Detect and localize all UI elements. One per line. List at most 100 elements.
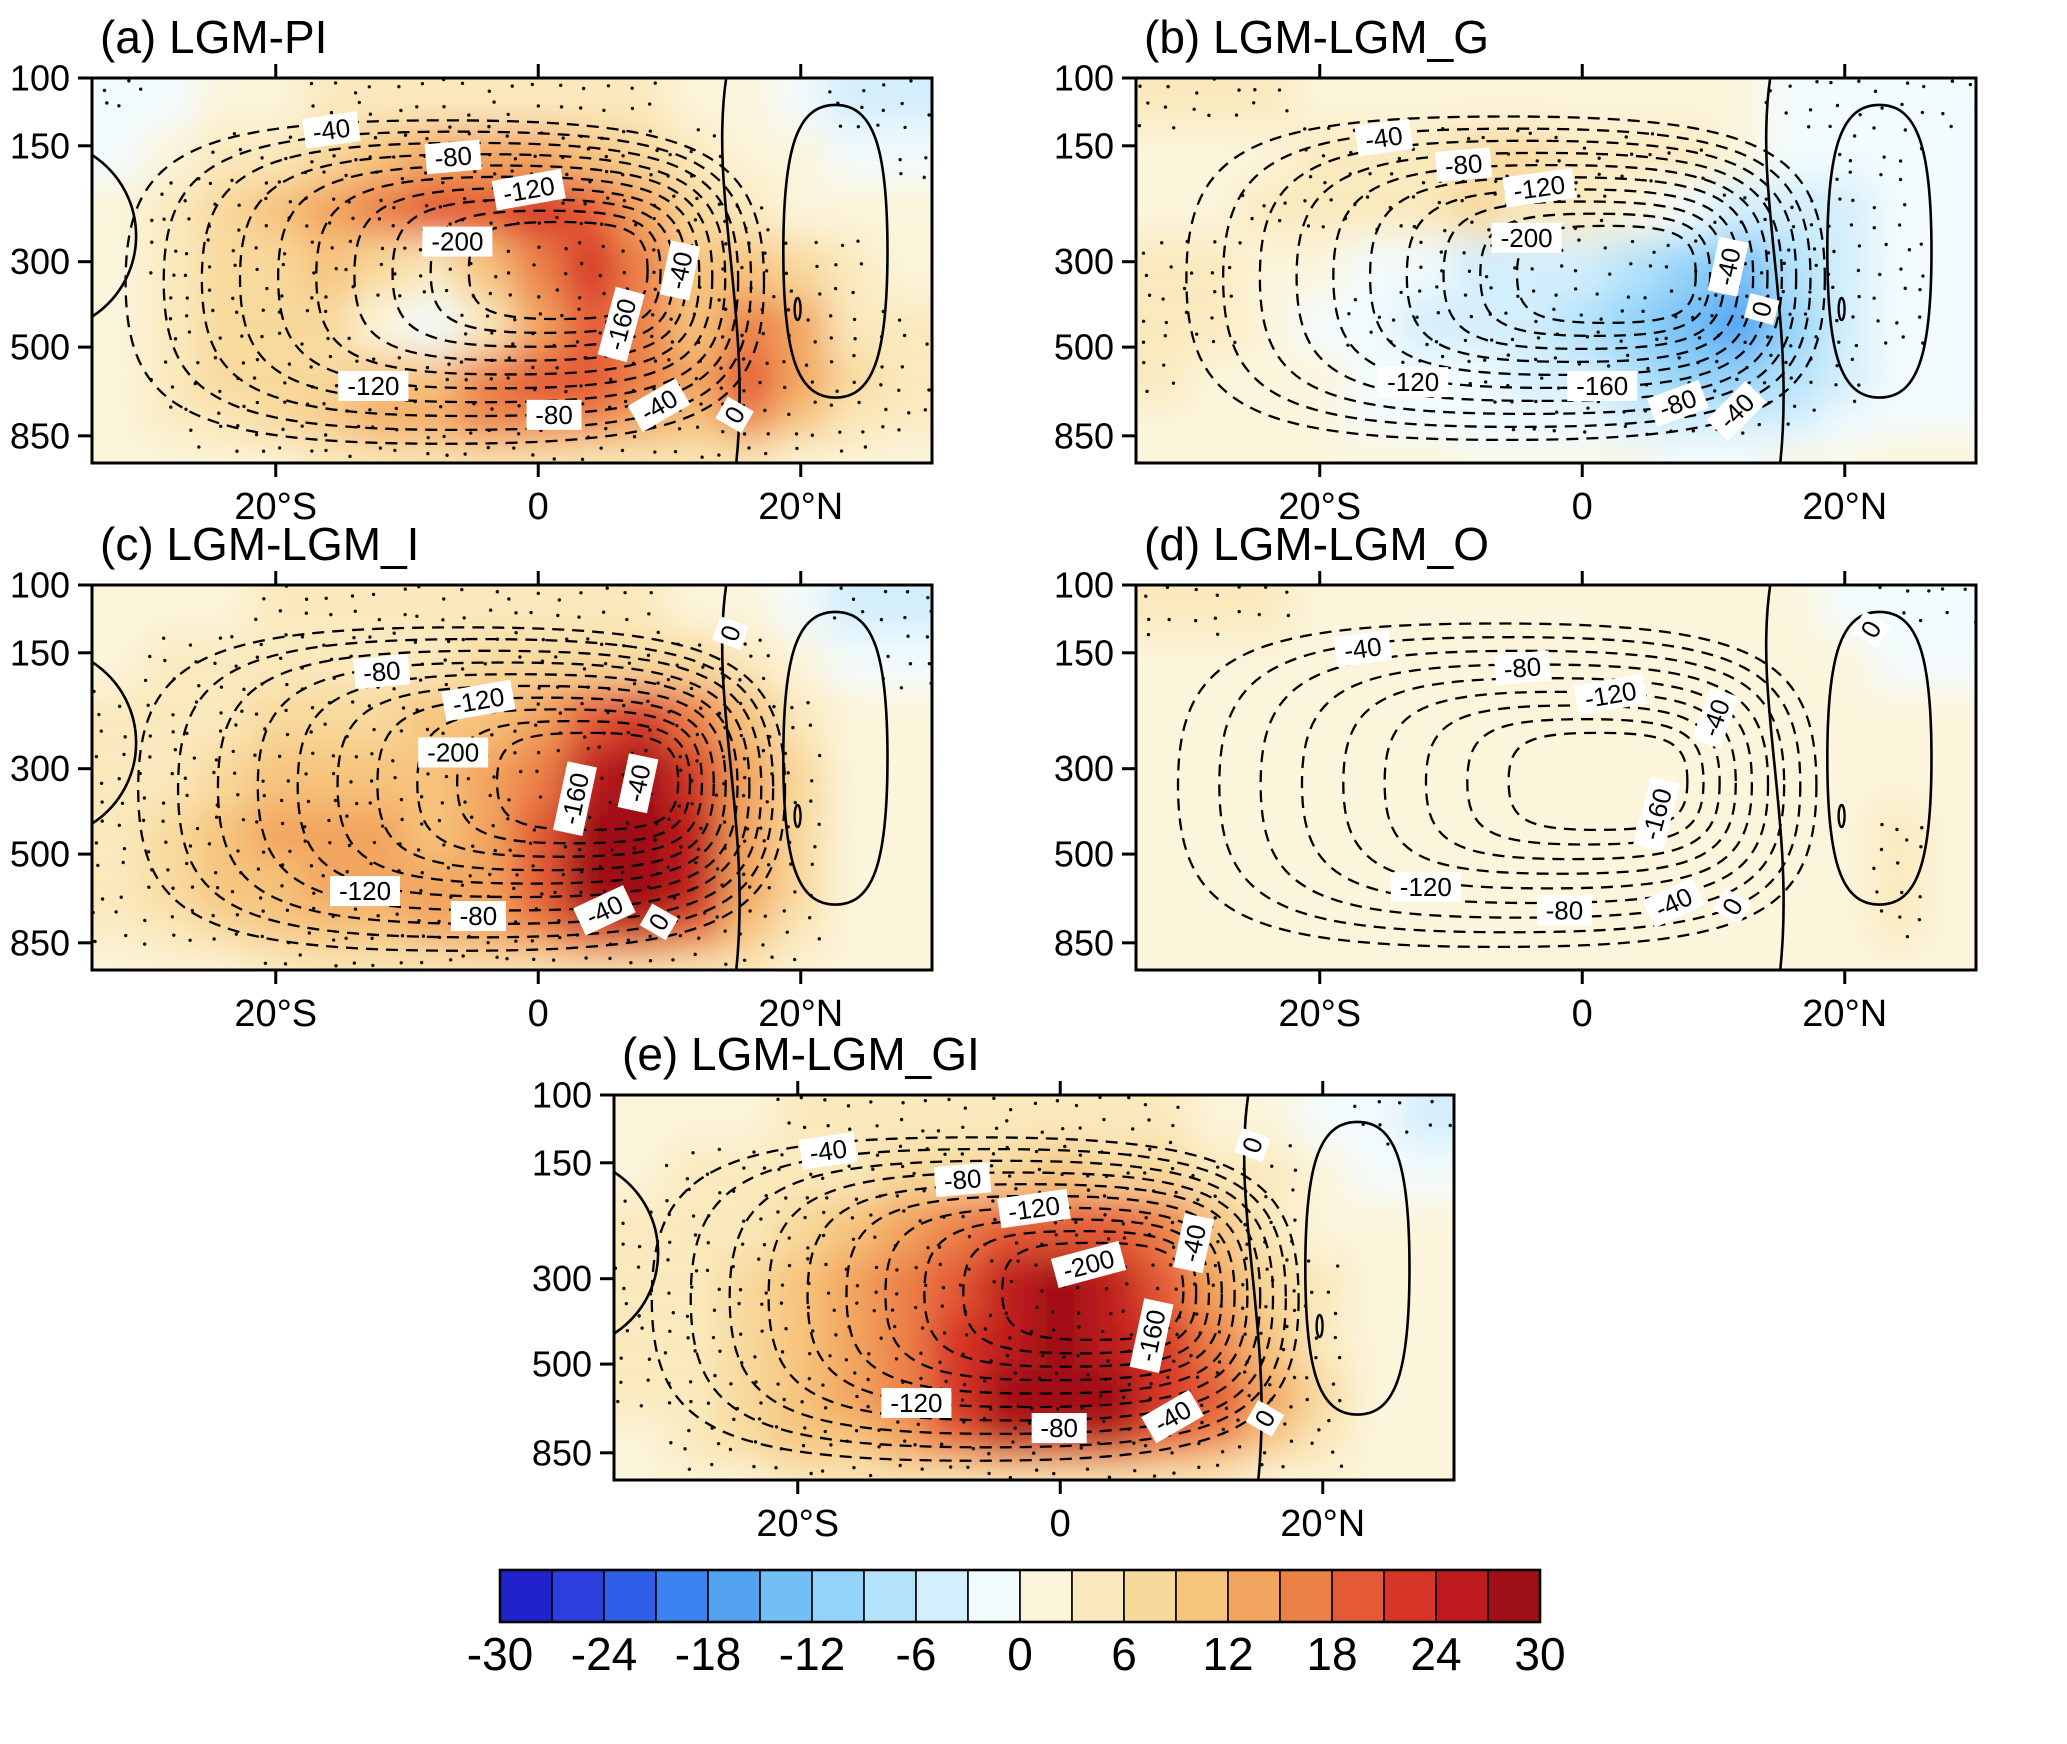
contour-label: -120 (997, 1188, 1071, 1229)
colorbar-tick-label: -6 (896, 1628, 937, 1680)
panel-c-plot: 0-80-120-200-160 -40-120-80 -40 01001503005… (10, 565, 934, 1035)
svg-text:150: 150 (532, 1142, 592, 1183)
svg-text:-120: -120 (1400, 872, 1452, 902)
colorbar-tick-label: 6 (1111, 1628, 1137, 1680)
svg-text:150: 150 (1054, 125, 1114, 166)
panel-e-plot: -40-80-120-200 -40-160-120-80 -40001001503… (532, 1075, 1456, 1545)
svg-text:20°S: 20°S (234, 993, 317, 1035)
panel-b-axes: 100 150 300 500 850 20°S 0 20°N (1054, 58, 1978, 528)
svg-text:20°S: 20°S (1278, 993, 1361, 1035)
contour-label: 0 (1234, 1128, 1271, 1162)
svg-text:0: 0 (528, 486, 549, 528)
svg-text:-80: -80 (1040, 1413, 1078, 1443)
contour-label: -80 (1536, 895, 1592, 926)
panel-d-axes: 100 150 300 500 850 20°S 0 20°N (1054, 565, 1978, 1035)
svg-text:20°N: 20°N (758, 993, 843, 1035)
contour-label: -200 (422, 226, 493, 257)
colorbar-tick-label: 12 (1202, 1628, 1253, 1680)
svg-text:-80: -80 (535, 400, 573, 430)
svg-text:-120: -120 (347, 371, 399, 401)
svg-text:-80: -80 (1546, 895, 1584, 925)
contours (92, 585, 889, 970)
svg-text:-120: -120 (1006, 1190, 1062, 1227)
svg-text:-40: -40 (1342, 631, 1383, 666)
colorbar-tick-label: -30 (467, 1628, 533, 1680)
svg-text:0: 0 (1572, 993, 1593, 1035)
svg-text:-120: -120 (890, 1388, 942, 1418)
panel-a-axes: 100 150 300 500 850 20°S 0 20°N (10, 58, 934, 528)
contour-label: -40 (798, 1132, 858, 1170)
shading (92, 585, 932, 970)
svg-text:150: 150 (10, 632, 70, 673)
svg-text:-120: -120 (1511, 169, 1567, 206)
svg-text:-80: -80 (943, 1163, 983, 1196)
colorbar-tick-label: 0 (1007, 1628, 1033, 1680)
contour-label: 0 (1744, 293, 1780, 325)
svg-text:-40: -40 (311, 113, 352, 148)
svg-text:20°N: 20°N (758, 486, 843, 528)
panel-b-title: (b) LGM-LGM_G (1144, 11, 1490, 63)
svg-text:0: 0 (1572, 486, 1593, 528)
shading (614, 1095, 1454, 1480)
svg-text:-40: -40 (808, 1133, 849, 1168)
panel-e-axes: 100 150 300 500 850 20°S 0 20°N (532, 1075, 1456, 1545)
svg-text:-40: -40 (1363, 120, 1404, 155)
contour-label: 0 (712, 616, 749, 651)
svg-text:300: 300 (10, 241, 70, 282)
shading (92, 78, 932, 463)
svg-text:500: 500 (1054, 327, 1114, 368)
svg-text:0: 0 (1050, 1503, 1071, 1545)
panel-e-title: (e) LGM-LGM_GI (622, 1028, 980, 1080)
contour-label: -40 (1333, 629, 1393, 668)
svg-text:0: 0 (528, 993, 549, 1035)
svg-text:150: 150 (1054, 632, 1114, 673)
svg-text:-80: -80 (362, 655, 402, 688)
svg-text:20°S: 20°S (234, 486, 317, 528)
contour-label: -120 (491, 168, 566, 211)
shading (1136, 585, 1976, 970)
svg-text:-200: -200 (1501, 223, 1553, 253)
contour-label: -80 (450, 901, 506, 932)
panel-b-plot: -40-80-120-200-400-120 -160 -80 -4010015030… (1054, 58, 1978, 528)
svg-text:-80: -80 (1502, 651, 1542, 684)
panel-a-plot: -40-80-120-200-40-160-120-80 -40 010015030… (10, 58, 934, 528)
svg-text:20°N: 20°N (1280, 1503, 1365, 1545)
panel-c-title: (c) LGM-LGM_I (100, 518, 420, 570)
svg-text:100: 100 (10, 565, 70, 606)
svg-text:-160: -160 (1576, 371, 1628, 401)
contour-label: -200 (1491, 222, 1562, 253)
colorbar-tick-label: -24 (571, 1628, 637, 1680)
panel-d-title: (d) LGM-LGM_O (1144, 518, 1490, 570)
svg-text:500: 500 (10, 327, 70, 368)
svg-text:850: 850 (1054, 922, 1114, 963)
contour-label: -80 (1031, 1413, 1087, 1444)
svg-text:20°N: 20°N (1802, 993, 1887, 1035)
contour-label: -120 (1573, 673, 1648, 716)
contour-label: -80 (353, 654, 411, 689)
colorbar-tick-label: 24 (1410, 1628, 1461, 1680)
svg-text:300: 300 (1054, 241, 1114, 282)
svg-text:-80: -80 (1444, 148, 1484, 181)
svg-text:-80: -80 (433, 140, 473, 173)
contour-label: -80 (1493, 650, 1552, 686)
contour-label: -200 (418, 737, 489, 768)
stippling (1144, 585, 1976, 939)
contour-label: -80 (933, 1162, 992, 1198)
svg-text:100: 100 (10, 58, 70, 99)
panel-d-plot: -40-80-120-40-160-120-80 -40 0010015030050… (1054, 565, 1978, 1035)
contour-label: -40 (1354, 118, 1414, 157)
shading (1136, 78, 1976, 463)
contour-label: 0 (1245, 1400, 1285, 1437)
contour-label: -120 (1390, 872, 1461, 903)
contour-label: -80 (1434, 147, 1493, 182)
colorbar-tick-label: 18 (1306, 1628, 1357, 1680)
colorbar: -30 -24 -18 -12 -6 0 6 12 18 24 30 (467, 1568, 1566, 1680)
panel-a-title: (a) LGM-PI (100, 11, 328, 63)
colorbar-tick-label: -18 (675, 1628, 741, 1680)
svg-text:-200: -200 (431, 227, 483, 257)
svg-text:100: 100 (532, 1075, 592, 1116)
svg-text:850: 850 (10, 922, 70, 963)
svg-text:20°S: 20°S (1278, 486, 1361, 528)
